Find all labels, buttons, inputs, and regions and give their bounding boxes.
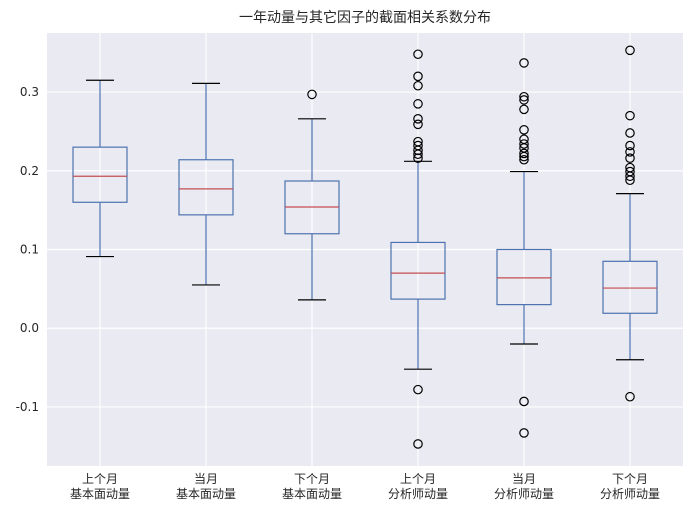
outlier-point — [413, 119, 423, 130]
outlier-point — [307, 89, 317, 100]
box-layer — [72, 45, 658, 449]
outlier-point — [519, 148, 529, 159]
y-tick-label: 0.1 — [20, 243, 39, 257]
box-group — [602, 45, 658, 402]
outlier-point — [625, 175, 635, 186]
outlier-point — [519, 396, 529, 407]
outlier-point — [625, 147, 635, 157]
outlier-point — [519, 125, 529, 135]
chart-title: 一年动量与其它因子的截面相关系数分布 — [239, 9, 491, 26]
x-axis: 上个月基本面动量 当月基本面动量 下个月基本面动量 上个月分析师动量 当月分析师动量 下个… — [70, 472, 660, 501]
outlier-point — [519, 91, 529, 102]
outlier-point — [625, 171, 635, 182]
outlier-point — [519, 58, 529, 68]
outlier-point — [519, 428, 529, 438]
outlier-point — [625, 45, 635, 56]
box-group — [496, 58, 552, 438]
y-tick-label: -0.1 — [16, 400, 39, 414]
box-iqr — [178, 159, 234, 216]
outlier-point — [519, 104, 529, 115]
x-tick-label: 当月分析师动量 — [494, 472, 554, 501]
outlier-point — [413, 384, 423, 395]
outlier-point — [413, 80, 423, 91]
outlier-point — [519, 95, 529, 105]
outlier-point — [413, 439, 423, 449]
outlier-point — [413, 114, 423, 124]
box-group — [390, 49, 446, 449]
outlier-point — [625, 153, 635, 163]
x-tick-label: 下个月基本面动量 — [282, 472, 342, 501]
x-tick-label: 上个月分析师动量 — [388, 472, 448, 501]
outlier-point — [413, 149, 423, 160]
box-iqr — [390, 241, 446, 300]
x-tick-label: 当月基本面动量 — [176, 472, 236, 501]
box-group — [72, 79, 128, 258]
outlier-point — [413, 99, 423, 109]
outlier-point — [625, 140, 635, 151]
y-tick-label: 0.0 — [20, 321, 39, 335]
outlier-point — [625, 110, 635, 121]
box-iqr — [602, 260, 658, 314]
outlier-point — [413, 49, 423, 60]
y-tick-label: 0.3 — [20, 85, 39, 99]
box-group — [284, 89, 340, 301]
outlier-point — [413, 153, 423, 163]
box-iqr — [72, 146, 128, 203]
outlier-point — [413, 71, 423, 82]
y-tick-label: 0.2 — [20, 164, 39, 178]
outlier-point — [519, 154, 529, 165]
x-tick-label: 下个月分析师动量 — [600, 472, 660, 501]
outlier-point — [625, 128, 635, 138]
x-tick-label: 上个月基本面动量 — [70, 472, 130, 501]
outlier-point — [625, 391, 635, 402]
outlier-point — [519, 139, 529, 149]
box-iqr — [496, 248, 552, 306]
outlier-point — [519, 151, 529, 162]
box-group — [178, 82, 234, 286]
y-axis: -0.1 0.0 0.1 0.2 0.3 — [16, 85, 39, 414]
